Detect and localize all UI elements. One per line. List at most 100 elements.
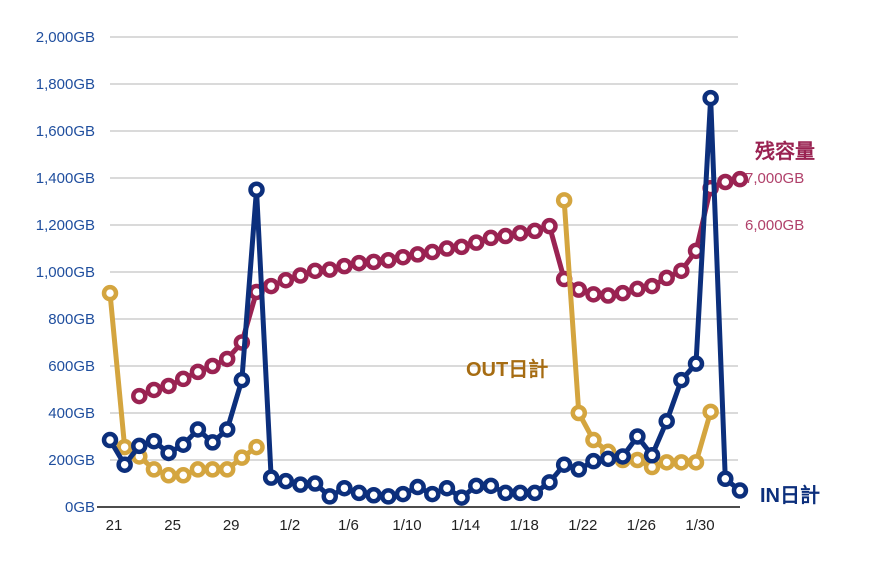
- capacity-point: [306, 262, 324, 280]
- legend-capacity-label: 残容量: [755, 139, 815, 163]
- out-point: [570, 404, 588, 422]
- y-tick-label: 1,200GB: [36, 217, 95, 234]
- out-point: [629, 451, 646, 469]
- in-point: [643, 447, 661, 464]
- series-capacity: [131, 170, 749, 405]
- in-point: [336, 479, 353, 497]
- in-point: [497, 484, 514, 502]
- in-point: [526, 484, 544, 502]
- capacity-point: [599, 287, 617, 304]
- in-point: [453, 489, 470, 506]
- out-point: [248, 438, 265, 456]
- x-tick-label: 25: [164, 517, 181, 534]
- capacity-point: [277, 271, 295, 289]
- y-tick-label: 1,400GB: [36, 170, 95, 187]
- in-point: [277, 472, 295, 490]
- capacity-point: [131, 387, 148, 405]
- y-tick-label: 600GB: [48, 358, 95, 375]
- in-point: [175, 436, 192, 453]
- capacity-point: [204, 357, 221, 375]
- capacity-point: [336, 257, 353, 275]
- in-point: [160, 444, 177, 462]
- legend-out-label: OUT日計: [466, 357, 548, 381]
- out-point: [145, 461, 163, 478]
- capacity-point: [189, 363, 207, 381]
- out-point: [116, 438, 133, 456]
- y-tick-label: 400GB: [48, 405, 95, 422]
- capacity-point: [731, 170, 749, 188]
- capacity-point: [614, 284, 631, 302]
- right-y-tick-label: 6,000GB: [745, 217, 804, 234]
- capacity-point: [438, 240, 456, 257]
- in-point: [233, 371, 251, 389]
- in-point: [248, 181, 265, 198]
- y-tick-label: 1,600GB: [36, 123, 95, 140]
- in-point: [482, 477, 500, 495]
- capacity-point: [350, 254, 368, 272]
- in-point: [350, 484, 368, 502]
- out-point: [160, 467, 177, 484]
- capacity-point: [380, 252, 397, 269]
- in-point: [673, 371, 690, 389]
- in-point: [262, 469, 280, 486]
- in-point: [306, 475, 324, 492]
- x-tick-label: 1/22: [568, 517, 597, 534]
- gridlines: [110, 36, 738, 461]
- in-point: [394, 485, 412, 503]
- in-point: [570, 461, 588, 478]
- capacity-point: [658, 269, 675, 287]
- series-in: [101, 89, 749, 506]
- x-tick-label: 21: [106, 517, 123, 534]
- in-point: [541, 474, 558, 491]
- left-y-axis: 0GB 200GB 400GB 600GB 800GB 1,000GB 1,200GB 1,4…: [36, 29, 95, 516]
- in-point: [687, 355, 705, 372]
- capacity-point: [570, 281, 588, 298]
- capacity-point: [717, 173, 734, 191]
- in-point: [365, 487, 382, 504]
- in-point: [658, 412, 675, 430]
- in-point: [438, 479, 456, 497]
- out-point: [175, 467, 192, 484]
- in-point: [555, 456, 573, 473]
- capacity-point: [262, 277, 280, 295]
- in-point: [145, 432, 163, 450]
- capacity-point: [453, 238, 470, 256]
- capacity-point: [321, 261, 338, 278]
- capacity-point: [160, 377, 177, 395]
- out-point: [702, 403, 719, 421]
- in-point: [614, 448, 631, 465]
- capacity-point: [145, 381, 163, 399]
- legend-in-label: IN日計: [760, 483, 820, 507]
- x-tick-label: 1/6: [338, 517, 359, 534]
- right-y-axis: 6,000GB 7,000GB: [745, 170, 804, 234]
- capacity-point: [424, 243, 441, 261]
- capacity-point: [292, 267, 309, 284]
- x-tick-label: 1/26: [627, 517, 656, 534]
- out-point: [687, 454, 705, 471]
- capacity-point: [468, 234, 485, 251]
- series-out: [101, 192, 719, 484]
- right-y-tick-label: 7,000GB: [745, 170, 804, 187]
- y-tick-label: 1,000GB: [36, 264, 95, 281]
- capacity-point: [673, 262, 690, 280]
- out-point: [204, 461, 221, 478]
- capacity-point: [175, 370, 192, 388]
- in-point: [189, 421, 207, 438]
- in-point: [731, 482, 749, 499]
- capacity-point: [218, 350, 236, 368]
- in-point: [629, 428, 646, 445]
- out-point: [555, 192, 573, 209]
- capacity-point: [643, 277, 661, 295]
- in-point: [131, 437, 148, 455]
- in-point: [409, 478, 426, 496]
- in-point: [424, 485, 441, 503]
- out-point: [658, 454, 675, 471]
- x-tick-label: 1/10: [392, 517, 421, 534]
- y-tick-label: 0GB: [65, 499, 95, 516]
- out-point: [585, 431, 602, 449]
- in-point: [116, 456, 133, 473]
- capacity-point: [511, 224, 529, 242]
- y-tick-label: 1,800GB: [36, 76, 95, 93]
- capacity-point: [585, 286, 602, 303]
